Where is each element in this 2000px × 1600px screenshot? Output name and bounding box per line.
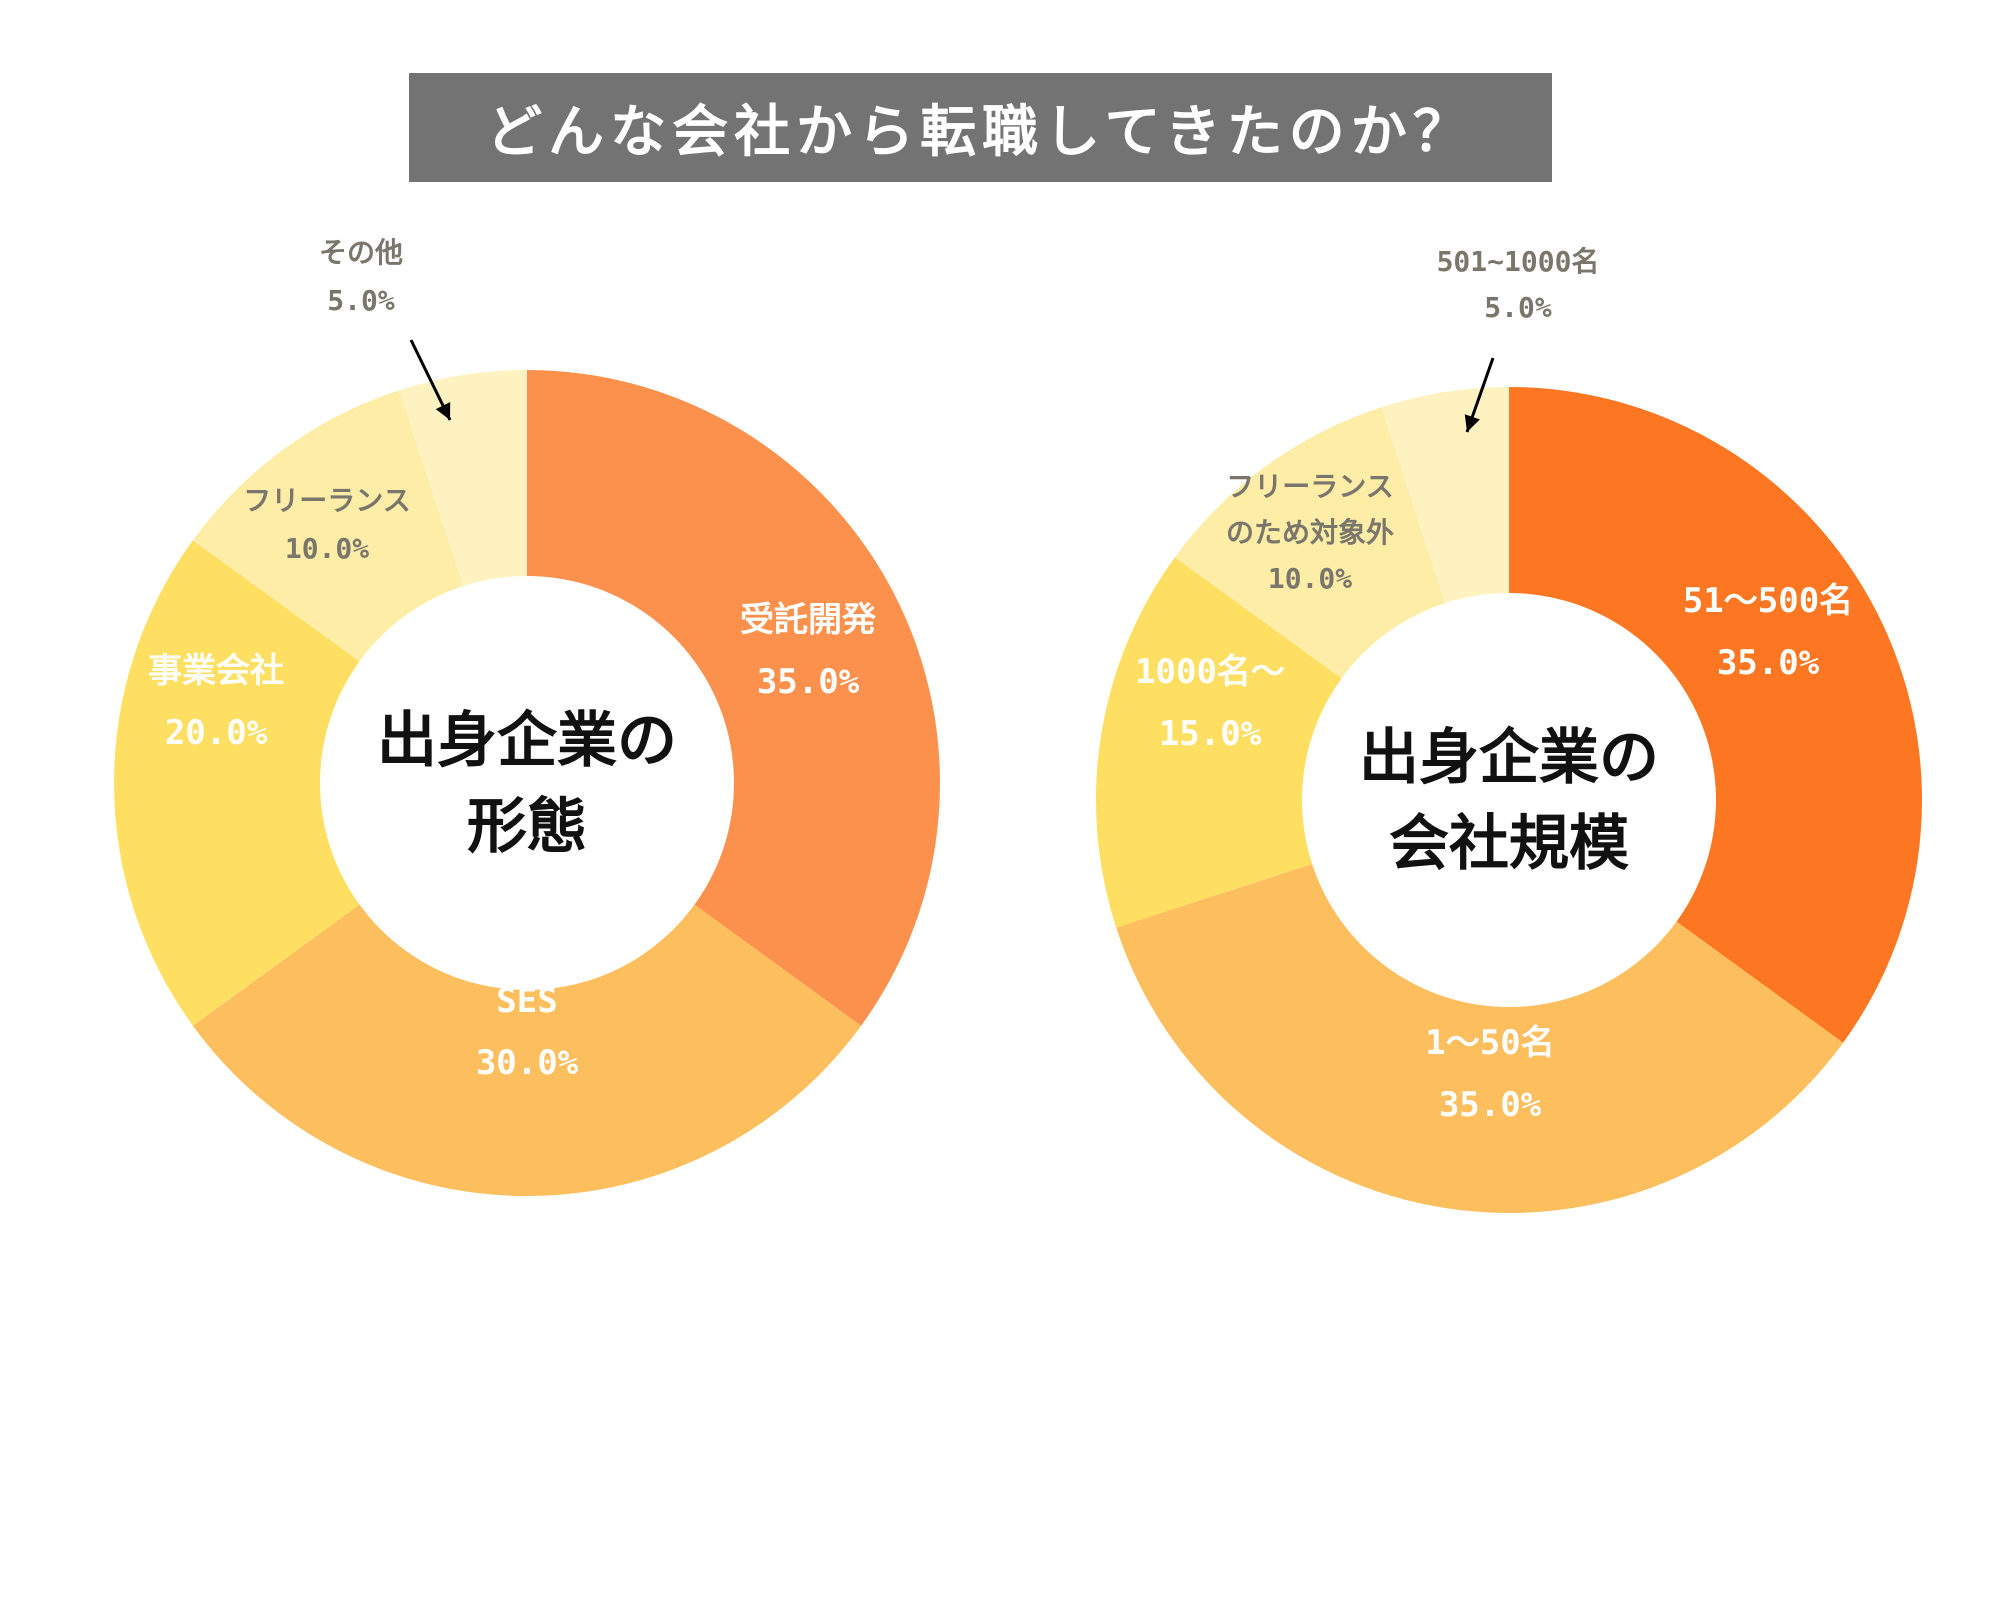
donut-slice bbox=[1509, 387, 1922, 1043]
slice-label: フリーランス 10.0% bbox=[243, 484, 410, 565]
donut-slice bbox=[1116, 863, 1844, 1214]
donut-center-label: 出身企業の会社規模 bbox=[1359, 723, 1659, 879]
slice-category-label: 受託開発 bbox=[740, 600, 877, 640]
slice-label: 1〜50名 35.0% bbox=[1425, 1023, 1554, 1125]
slice-value-label: 5.0% bbox=[327, 284, 395, 317]
slice-label: 501~1000名 5.0% bbox=[1437, 245, 1600, 324]
slice-value-label: 30.0% bbox=[476, 1043, 579, 1083]
callout-arrow-head bbox=[435, 402, 451, 420]
slice-value-label: 15.0% bbox=[1159, 714, 1262, 754]
donut-slice bbox=[1174, 407, 1446, 679]
slice-category-label: 51〜500名 bbox=[1683, 581, 1853, 621]
slice-label: 受託開発 35.0% bbox=[740, 600, 877, 702]
center-label-line: 出身企業の bbox=[377, 706, 677, 776]
slice-category-label: 1000名〜 bbox=[1135, 652, 1285, 692]
donut-center-label: 出身企業の形態 bbox=[377, 706, 677, 862]
center-label-line: 会社規模 bbox=[1389, 809, 1629, 879]
donut-slice bbox=[527, 370, 940, 1026]
donut-slice bbox=[1381, 387, 1509, 604]
slice-category-label: 事業会社 bbox=[148, 651, 284, 691]
slice-value-label: 35.0% bbox=[1717, 643, 1820, 683]
donut-slice bbox=[114, 540, 360, 1026]
slice-category-label: 1〜50名 bbox=[1425, 1023, 1554, 1063]
slice-category-label: フリーランス bbox=[1226, 470, 1393, 503]
slice-value-label: 10.0% bbox=[1268, 562, 1352, 595]
slice-label: SES 30.0% bbox=[476, 981, 579, 1083]
title-bar: どんな会社から転職してきたのか？ bbox=[409, 73, 1552, 182]
donut-slice bbox=[1096, 557, 1342, 928]
donut-chart-company-size: 51〜500名 35.0% 1〜50名 35.0% 1000名〜 15.0% フリーランスの… bbox=[1096, 245, 1922, 1214]
slice-value-label: 35.0% bbox=[757, 662, 860, 702]
slice-label: 1000名〜 15.0% bbox=[1135, 652, 1285, 754]
slice-value-label: 20.0% bbox=[165, 713, 268, 753]
slice-label: 51〜500名 35.0% bbox=[1683, 581, 1853, 683]
slice-label: フリーランスのため対象外 10.0% bbox=[1226, 470, 1394, 595]
slice-value-label: 10.0% bbox=[285, 532, 369, 565]
slice-category-label: 501~1000名 bbox=[1437, 245, 1600, 278]
page-title: どんな会社から転職してきたのか？ bbox=[486, 100, 1475, 165]
slice-category-label: のため対象外 bbox=[1226, 516, 1394, 549]
slice-label: 事業会社 20.0% bbox=[148, 651, 284, 753]
donut-slice bbox=[192, 904, 862, 1196]
donut-slice bbox=[192, 390, 464, 662]
slice-label: その他 5.0% bbox=[319, 236, 403, 317]
slice-category-label: SES bbox=[496, 981, 557, 1021]
slice-category-label: フリーランス bbox=[243, 484, 410, 517]
center-label-line: 形態 bbox=[467, 792, 587, 862]
donut-slice bbox=[399, 370, 527, 587]
slice-category-label: その他 bbox=[319, 236, 403, 269]
slice-value-label: 5.0% bbox=[1484, 291, 1552, 324]
slice-value-label: 35.0% bbox=[1439, 1085, 1542, 1125]
center-label-line: 出身企業の bbox=[1359, 723, 1659, 793]
callout-arrow-head bbox=[1464, 414, 1480, 432]
donut-chart-company-type: 受託開発 35.0% SES 30.0% 事業会社 20.0% フリーランス 10.0% その他… bbox=[114, 236, 940, 1196]
